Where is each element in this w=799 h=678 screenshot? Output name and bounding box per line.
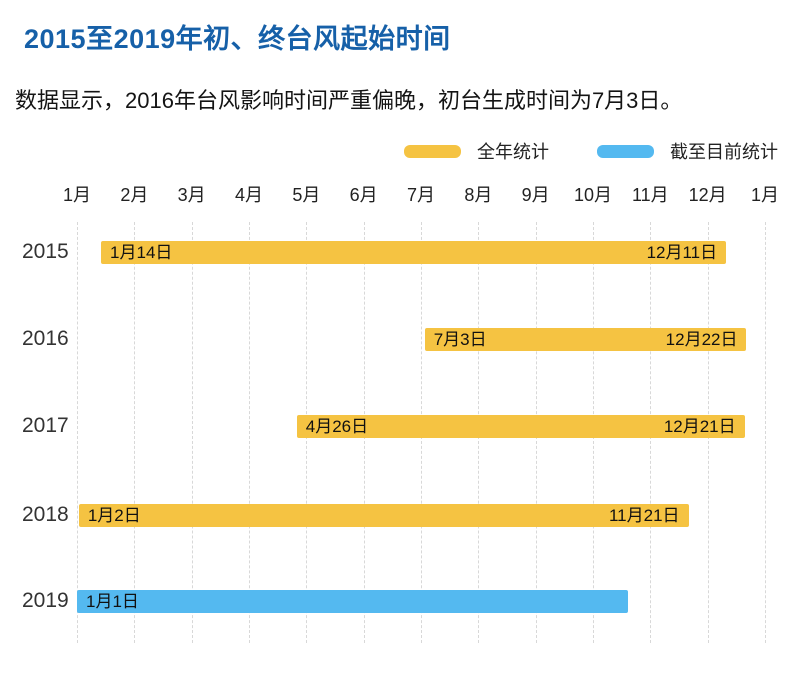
month-tick-label: 7月 bbox=[406, 185, 436, 205]
timeline-bar-2017: 4月26日 12月21日 bbox=[296, 415, 745, 438]
legend-swatch-full-year bbox=[404, 144, 461, 158]
month-gridline bbox=[77, 222, 78, 643]
bar-end-date-label: 11月21日 bbox=[608, 506, 680, 525]
chart-legend: 全年统计 截至目前统计 bbox=[404, 139, 778, 163]
chart-subtitle: 数据显示，2016年台风影响时间严重偏晚，初台生成时间为7月3日。 bbox=[15, 88, 683, 113]
timeline-bar-2015: 1月14日 12月11日 bbox=[101, 241, 727, 264]
bar-start-date-label: 4月26日 bbox=[305, 417, 369, 436]
timeline-bar-2018: 1月2日 11月21日 bbox=[78, 504, 689, 527]
bar-end-date-label: 12月22日 bbox=[665, 330, 738, 349]
bar-start-date-label: 1月1日 bbox=[86, 592, 139, 611]
month-tick-label: 8月 bbox=[464, 185, 493, 205]
year-label: 2019 bbox=[22, 589, 69, 612]
year-label: 2016 bbox=[22, 327, 69, 350]
month-tick-label: 5月 bbox=[292, 185, 321, 205]
year-label: 2017 bbox=[22, 414, 69, 437]
bar-start-date-label: 1月2日 bbox=[87, 506, 141, 525]
month-tick-label: 9月 bbox=[521, 185, 550, 205]
bar-start-date-label: 7月3日 bbox=[433, 330, 487, 349]
timeline-bar-2016: 7月3日 12月22日 bbox=[424, 328, 747, 351]
chart-plot-section: 2015 1月14日 12月11日 2016 7月3日 12月22日 2017 4月26日 12… bbox=[0, 210, 799, 665]
month-tick-label: 11月 bbox=[631, 185, 669, 205]
month-axis: 1月 2月 3月 4月 5月 6月 7月 8月 9月 10月 11月 12月 1月 bbox=[0, 181, 799, 205]
year-label: 2018 bbox=[22, 503, 69, 526]
month-tick-label: 3月 bbox=[177, 185, 206, 205]
legend-label-to-date: 截至目前统计 bbox=[670, 142, 778, 162]
bar-start-date-label: 1月14日 bbox=[110, 243, 173, 262]
month-tick-label: 6月 bbox=[349, 185, 378, 205]
timeline-bar-2019: 1月1日 bbox=[77, 590, 629, 613]
bar-end-date-label: 12月11日 bbox=[646, 243, 718, 262]
bar-end-date-label: 12月21日 bbox=[663, 417, 736, 436]
year-label: 2015 bbox=[22, 240, 69, 263]
legend-swatch-to-date bbox=[597, 144, 654, 158]
month-tick-label: 1月 bbox=[750, 185, 780, 205]
legend-label-full-year: 全年统计 bbox=[477, 142, 549, 162]
chart-title: 2015至2019年初、终台风起始时间 bbox=[24, 24, 451, 54]
month-gridline bbox=[249, 222, 250, 643]
month-tick-label: 4月 bbox=[234, 185, 264, 205]
month-tick-label: 1月 bbox=[62, 185, 92, 205]
month-tick-label: 12月 bbox=[688, 185, 727, 205]
month-gridline bbox=[134, 222, 136, 643]
month-tick-label: 10月 bbox=[573, 185, 613, 205]
month-tick-label: 2月 bbox=[120, 185, 149, 205]
month-gridline bbox=[191, 222, 193, 643]
month-gridline bbox=[765, 222, 766, 643]
